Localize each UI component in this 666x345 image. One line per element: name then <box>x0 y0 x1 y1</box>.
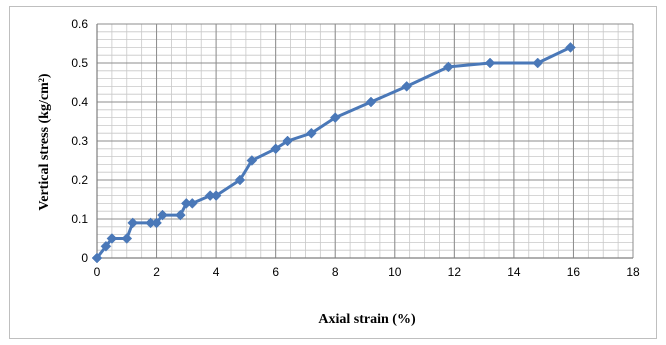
y-tick-label: 0.3 <box>71 134 88 148</box>
data-point-marker <box>234 174 246 186</box>
x-tick-label: 18 <box>626 265 640 279</box>
data-point-marker <box>106 233 118 244</box>
y-tick-label: 0.5 <box>71 56 88 70</box>
data-point-marker <box>100 240 112 252</box>
data-point-marker <box>484 57 496 69</box>
data-point-marker <box>282 135 293 147</box>
data-point-marker <box>186 198 198 209</box>
x-tick-label: 16 <box>567 265 581 279</box>
data-point-marker <box>565 42 576 53</box>
x-axis-title: Axial strain (%) <box>318 312 416 327</box>
y-tick-label: 0.4 <box>71 95 88 109</box>
x-tick-label: 12 <box>448 265 462 279</box>
data-point-marker <box>175 209 186 221</box>
x-tick-label: 10 <box>388 265 402 279</box>
series-group <box>91 42 576 264</box>
data-point-marker <box>306 127 317 139</box>
data-point-marker <box>365 96 377 108</box>
x-tick-label: 6 <box>272 265 279 279</box>
data-point-marker <box>270 143 282 155</box>
data-point-marker <box>210 190 222 201</box>
data-point-marker <box>532 57 544 69</box>
x-tick-label: 8 <box>332 265 339 279</box>
data-point-marker <box>127 217 139 229</box>
y-tick-label: 0.1 <box>71 212 88 226</box>
y-tick-label: 0.6 <box>71 17 88 31</box>
data-point-marker <box>91 252 103 264</box>
y-tick-label: 0 <box>81 251 88 265</box>
data-point-marker <box>401 81 413 92</box>
y-axis-title: Vertical stress (kg/cm²) <box>37 73 52 211</box>
x-tick-label: 2 <box>153 265 160 279</box>
x-tick-label: 0 <box>94 265 101 279</box>
data-point-marker <box>443 61 454 73</box>
data-point-marker <box>157 209 168 221</box>
y-tick-labels: 0 0.1 0.2 0.3 0.4 0.5 0.6 <box>71 17 88 265</box>
x-tick-label: 14 <box>507 265 521 279</box>
data-point-marker <box>246 155 258 166</box>
x-tick-labels: 0 2 4 6 8 10 12 14 16 18 <box>94 265 640 279</box>
x-tick-label: 4 <box>213 265 220 279</box>
axes <box>96 24 633 259</box>
y-tick-label: 0.2 <box>71 173 88 187</box>
data-point-marker <box>121 233 133 244</box>
data-point-marker <box>329 112 341 123</box>
data-point-marker <box>151 217 162 229</box>
